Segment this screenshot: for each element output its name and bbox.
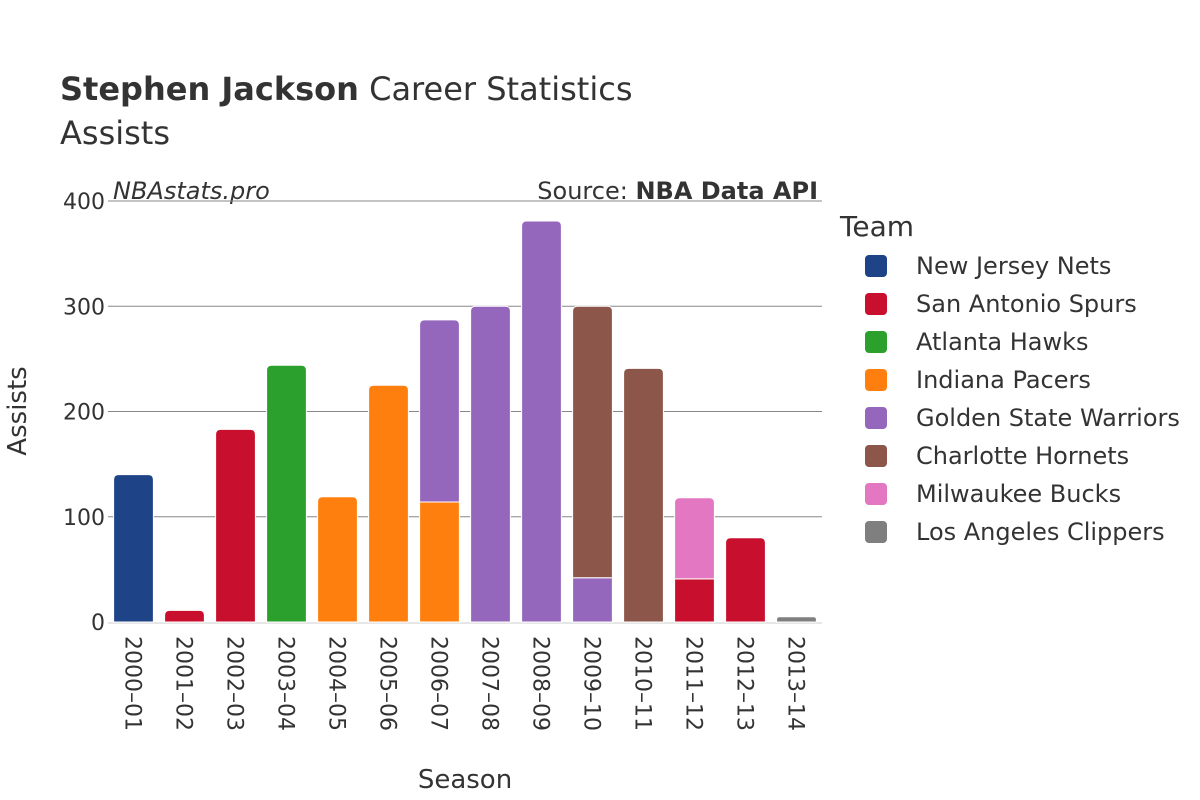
legend-label: Indiana Pacers xyxy=(916,366,1091,394)
x-tick-label: 2000–01 xyxy=(120,636,145,731)
x-tick-label: 2012–13 xyxy=(732,636,757,731)
legend-item-charlotte-hornets[interactable]: Charlotte Hornets xyxy=(865,442,1129,470)
legend-item-golden-state-warriors[interactable]: Golden State Warriors xyxy=(865,404,1180,432)
y-axis-title: Assists xyxy=(3,366,33,455)
bar-2007–08-golden-state-warriors xyxy=(470,305,511,623)
y-tick-label: 300 xyxy=(63,295,105,320)
y-tick-label: 0 xyxy=(91,611,105,636)
bars xyxy=(113,220,817,623)
legend-item-indiana-pacers[interactable]: Indiana Pacers xyxy=(865,366,1091,394)
legend-item-atlanta-hawks[interactable]: Atlanta Hawks xyxy=(865,328,1089,356)
bar-2012–13-san-antonio-spurs xyxy=(725,537,766,623)
bar-2013–14-los-angeles-clippers xyxy=(776,616,817,623)
legend-label: Los Angeles Clippers xyxy=(916,518,1165,546)
bar-2004–05-indiana-pacers xyxy=(317,496,358,623)
source-name: NBA Data API xyxy=(635,177,818,205)
x-tick-label: 2006–07 xyxy=(426,636,451,731)
chart-subtitle: Assists xyxy=(60,114,170,152)
x-tick-label: 2009–10 xyxy=(579,636,604,731)
legend-swatch xyxy=(865,407,887,429)
legend-label: Atlanta Hawks xyxy=(916,328,1089,356)
bar-2001–02-san-antonio-spurs xyxy=(164,609,205,623)
legend: New Jersey Nets San Antonio Spurs Atlanta … xyxy=(865,252,1180,546)
bar-2002–03-san-antonio-spurs xyxy=(215,428,256,623)
bar-2003–04-atlanta-hawks xyxy=(266,364,307,623)
bar-2005–06-indiana-pacers xyxy=(368,384,409,623)
legend-label: San Antonio Spurs xyxy=(916,290,1137,318)
bar-2009–10-charlotte-hornets xyxy=(572,305,613,579)
legend-swatch xyxy=(865,483,887,505)
y-tick-labels: 0 100 200 300 400 xyxy=(63,190,105,636)
source-prefix: Source: xyxy=(537,177,635,205)
x-tick-label: 2001–02 xyxy=(171,636,196,731)
legend-swatch xyxy=(865,331,887,353)
bar-2008–09-golden-state-warriors xyxy=(521,220,562,623)
x-tick-label: 2005–06 xyxy=(375,636,400,731)
x-tick-labels: 2000–01 2001–02 2002–03 2003–04 2004–05 2005–… xyxy=(120,636,808,731)
legend-swatch xyxy=(865,521,887,543)
bar-2010–11-charlotte-hornets xyxy=(623,367,664,623)
bar-2011–12-milwaukee-bucks xyxy=(674,497,715,580)
y-tick-label: 400 xyxy=(63,190,105,215)
legend-swatch xyxy=(865,293,887,315)
legend-label: New Jersey Nets xyxy=(916,252,1111,280)
legend-swatch xyxy=(865,445,887,467)
legend-label: Milwaukee Bucks xyxy=(916,480,1121,508)
chart-title-rest: Career Statistics xyxy=(359,70,633,108)
x-tick-label: 2002–03 xyxy=(222,636,247,731)
chart-title: Stephen Jackson Career Statistics xyxy=(60,70,632,108)
legend-label: Charlotte Hornets xyxy=(916,442,1129,470)
x-tick-label: 2003–04 xyxy=(273,636,298,731)
legend-item-los-angeles-clippers[interactable]: Los Angeles Clippers xyxy=(865,518,1165,546)
x-tick-label: 2013–14 xyxy=(783,636,808,731)
watermark: NBAstats.pro xyxy=(113,177,270,205)
bar-2011–12-san-antonio-spurs xyxy=(674,578,715,623)
legend-title: Team xyxy=(839,210,914,243)
y-tick-label: 100 xyxy=(63,506,105,531)
legend-item-milwaukee-bucks[interactable]: Milwaukee Bucks xyxy=(865,480,1121,508)
bar-2006–07-indiana-pacers xyxy=(419,501,460,623)
x-tick-label: 2010–11 xyxy=(630,636,655,731)
bar-2009–10-golden-state-warriors xyxy=(572,577,613,623)
legend-item-san-antonio-spurs[interactable]: San Antonio Spurs xyxy=(865,290,1137,318)
x-tick-label: 2007–08 xyxy=(477,636,502,731)
bar-2000–01-new-jersey-nets xyxy=(113,474,154,623)
chart-title-player: Stephen Jackson xyxy=(60,70,359,108)
gridlines xyxy=(108,200,822,624)
x-tick-label: 2011–12 xyxy=(681,636,706,731)
legend-swatch xyxy=(865,255,887,277)
x-axis-title: Season xyxy=(418,765,512,795)
source-label: Source: NBA Data API xyxy=(537,177,818,205)
x-tick-label: 2008–09 xyxy=(528,636,553,731)
legend-item-new-jersey-nets[interactable]: New Jersey Nets xyxy=(865,252,1111,280)
x-tick-label: 2004–05 xyxy=(324,636,349,731)
y-tick-label: 200 xyxy=(63,401,105,426)
legend-swatch xyxy=(865,369,887,391)
legend-label: Golden State Warriors xyxy=(916,404,1180,432)
bar-2006–07-golden-state-warriors xyxy=(419,319,460,503)
